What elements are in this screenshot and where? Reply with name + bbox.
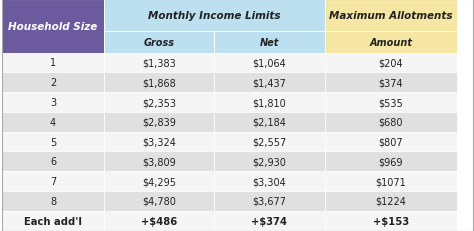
Bar (103, 112, 214, 132)
Bar (214, 152, 325, 171)
Bar (214, 31, 325, 53)
Text: +$374: +$374 (252, 216, 288, 226)
Bar (325, 73, 456, 93)
Bar (214, 132, 325, 152)
Text: $2,839: $2,839 (142, 117, 176, 127)
Bar (325, 31, 456, 53)
Text: +$486: +$486 (141, 216, 177, 226)
Text: $2,557: $2,557 (252, 137, 287, 147)
Bar (2, 152, 103, 171)
Bar (2, 73, 103, 93)
Text: 5: 5 (50, 137, 56, 147)
Bar (2, 191, 103, 211)
Bar (325, 211, 456, 231)
Text: $1,810: $1,810 (253, 98, 286, 108)
Bar (103, 191, 214, 211)
Text: $2,184: $2,184 (253, 117, 286, 127)
Bar (325, 171, 456, 191)
Bar (325, 112, 456, 132)
Text: 1: 1 (50, 58, 56, 68)
Text: Amount: Amount (369, 37, 412, 47)
Text: Each add'l: Each add'l (24, 216, 82, 226)
Text: $2,930: $2,930 (253, 157, 286, 167)
Bar (325, 93, 456, 112)
Bar (103, 93, 214, 112)
Bar (2, 0, 103, 53)
Text: $535: $535 (378, 98, 403, 108)
Bar (214, 171, 325, 191)
Text: $3,809: $3,809 (142, 157, 176, 167)
Text: Gross: Gross (143, 37, 174, 47)
Bar (103, 73, 214, 93)
Bar (325, 53, 456, 73)
Bar (325, 0, 456, 31)
Text: 4: 4 (50, 117, 56, 127)
Text: $3,324: $3,324 (142, 137, 176, 147)
Text: $1,383: $1,383 (142, 58, 176, 68)
Bar (103, 171, 214, 191)
Bar (103, 31, 214, 53)
Text: $969: $969 (378, 157, 403, 167)
Text: Monthly Income Limits: Monthly Income Limits (148, 11, 281, 21)
Bar (2, 112, 103, 132)
Bar (214, 73, 325, 93)
Bar (214, 53, 325, 73)
Bar (325, 152, 456, 171)
Text: $680: $680 (378, 117, 403, 127)
Text: $1,064: $1,064 (253, 58, 286, 68)
Text: Net: Net (260, 37, 279, 47)
Bar (325, 132, 456, 152)
Text: $3,304: $3,304 (253, 176, 286, 186)
Bar (325, 191, 456, 211)
Text: $1,868: $1,868 (142, 78, 176, 88)
Text: $4,780: $4,780 (142, 196, 176, 206)
Text: 3: 3 (50, 98, 56, 108)
Bar (103, 211, 214, 231)
Bar (103, 0, 325, 31)
Bar (103, 132, 214, 152)
Bar (2, 53, 103, 73)
Text: 8: 8 (50, 196, 56, 206)
Text: 2: 2 (50, 78, 56, 88)
Bar (214, 93, 325, 112)
Bar (103, 152, 214, 171)
Text: $807: $807 (378, 137, 403, 147)
Text: $2,353: $2,353 (142, 98, 176, 108)
Bar (103, 53, 214, 73)
Text: Maximum Allotments: Maximum Allotments (329, 11, 452, 21)
Text: +$153: +$153 (373, 216, 409, 226)
Bar (2, 211, 103, 231)
Text: $1224: $1224 (375, 196, 406, 206)
Text: $3,677: $3,677 (253, 196, 286, 206)
Bar (214, 112, 325, 132)
Text: $4,295: $4,295 (142, 176, 176, 186)
Text: $204: $204 (378, 58, 403, 68)
Bar (214, 211, 325, 231)
Text: $374: $374 (378, 78, 403, 88)
Text: Household Size: Household Size (9, 22, 98, 32)
Bar (2, 171, 103, 191)
Text: $1071: $1071 (375, 176, 406, 186)
Text: $1,437: $1,437 (253, 78, 286, 88)
Bar (2, 132, 103, 152)
Bar (2, 93, 103, 112)
Text: 7: 7 (50, 176, 56, 186)
Bar (214, 191, 325, 211)
Text: 6: 6 (50, 157, 56, 167)
